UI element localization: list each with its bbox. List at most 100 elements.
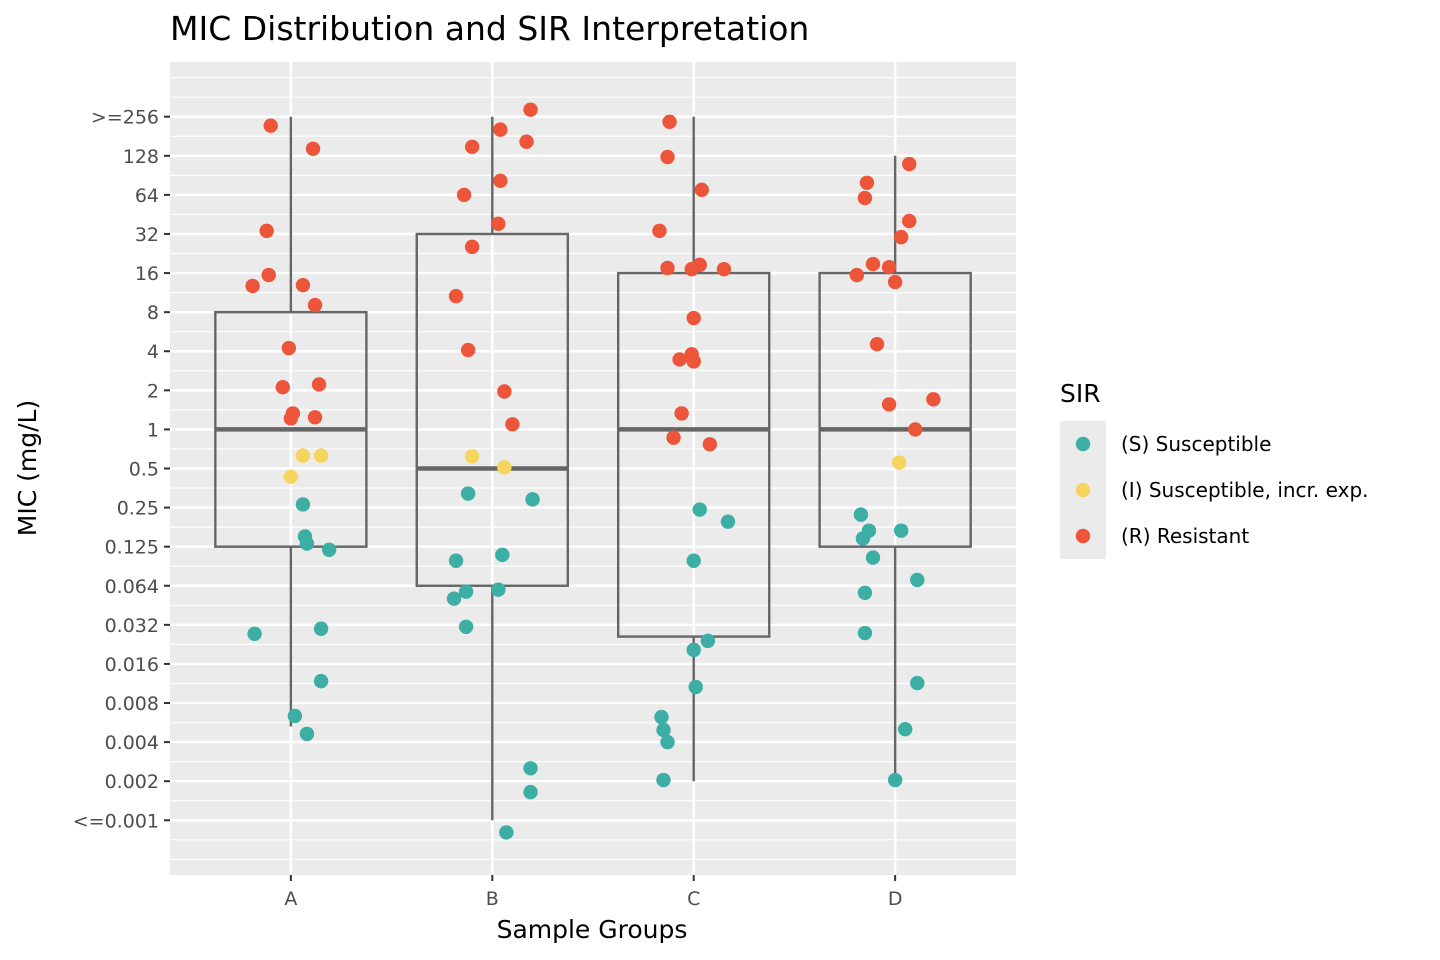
data-point-R [307,410,323,425]
data-point-S [686,553,701,568]
data-point-R [311,377,327,392]
data-point-R [491,216,506,232]
y-tick-label: 2 [147,380,159,402]
data-point-S [446,591,462,606]
legend-key-S [1075,436,1091,452]
legend-label-I: (I) Susceptible, incr. exp. [1121,478,1369,502]
data-point-S [287,708,303,724]
data-point-S [247,626,262,642]
data-point-S [295,497,311,512]
data-point-R [902,213,917,229]
data-point-R [660,149,675,165]
data-point-R [662,114,677,130]
grid-minor-lines [170,77,1016,860]
y-tick-label: <=0.001 [73,810,159,832]
data-point-R [497,384,512,399]
data-point-S [654,709,669,725]
data-point-R [672,352,687,367]
data-point-S [523,761,538,776]
data-point-S [656,772,671,788]
data-point-S [853,507,869,522]
y-tick-label: 0.25 [117,498,159,520]
data-point-R [261,267,276,283]
x-tick-label: B [486,888,499,910]
data-point-S [898,722,913,737]
data-point-S [525,492,540,507]
data-point-R [652,223,667,239]
data-point-S [855,531,871,546]
data-point-S [910,675,925,691]
data-point-S [656,722,671,738]
data-point-R [259,223,274,239]
boxplots [214,116,972,821]
data-point-R [305,141,321,156]
data-point-S [491,582,506,597]
data-point-R [869,337,885,352]
data-point-S [865,550,881,565]
legend-key-I [1075,482,1091,498]
data-point-S [458,584,474,599]
data-point-S [313,673,329,689]
data-point-R [464,139,480,155]
data-point-R [523,102,538,117]
x-tick-label: C [687,888,700,910]
data-point-R [926,392,941,407]
data-point-R [464,239,480,255]
data-point-R [865,256,881,272]
y-tick-label: 64 [135,185,159,207]
data-point-S [688,679,703,695]
data-point-R [519,134,534,149]
data-point-R [674,406,689,421]
data-point-R [849,267,865,283]
data-point-R [859,175,875,190]
box-iqr [818,271,972,548]
legend: SIR (S) Susceptible (I) Susceptible, incr… [1060,379,1369,559]
data-point-R [460,342,476,358]
x-axis: A B C D [284,875,902,910]
data-point-R [893,229,909,245]
data-point-S [887,772,903,788]
data-point-R [881,397,897,412]
x-tick-label: A [284,888,297,910]
data-point-R [702,437,718,452]
data-point-I [891,455,907,470]
data-point-R [902,156,917,172]
y-tick-label: 0.016 [105,654,159,676]
data-point-R [686,354,701,369]
data-point-I [497,460,512,475]
data-point-R [283,411,299,426]
data-point-S [299,536,315,551]
data-point-R [694,182,709,198]
y-tick-label: 0.008 [105,693,159,715]
y-tick-label: 0.002 [105,771,159,793]
data-point-R [307,297,323,313]
data-point-I [283,469,299,484]
data-point-S [686,642,701,658]
y-tick-label: 4 [147,341,159,363]
legend-title: SIR [1060,379,1101,408]
y-axis: >=256 128 64 32 16 8 4 2 1 0.5 0.25 0.125 0.064 0.032… [73,107,170,832]
boxplot-A [214,116,368,727]
data-point-S [495,547,510,563]
y-tick-label: 0.032 [105,615,159,637]
data-point-S [460,486,476,501]
data-point-S [893,523,909,538]
data-point-S [857,625,873,641]
data-point-R [263,118,278,133]
y-tick-label: 0.064 [105,576,159,598]
data-point-R [281,340,297,356]
data-point-R [908,422,923,437]
data-point-R [505,417,520,432]
y-tick-label: >=256 [91,107,159,129]
data-point-R [275,380,290,395]
y-tick-label: 128 [123,146,159,168]
data-point-R [456,187,472,203]
data-point-I [464,449,480,464]
data-point-R [493,122,508,137]
chart-title: MIC Distribution and SIR Interpretation [170,9,809,48]
data-point-S [499,825,514,840]
data-points [245,102,941,840]
y-axis-title: MIC (mg/L) [13,400,42,536]
x-tick-label: D [888,888,903,910]
